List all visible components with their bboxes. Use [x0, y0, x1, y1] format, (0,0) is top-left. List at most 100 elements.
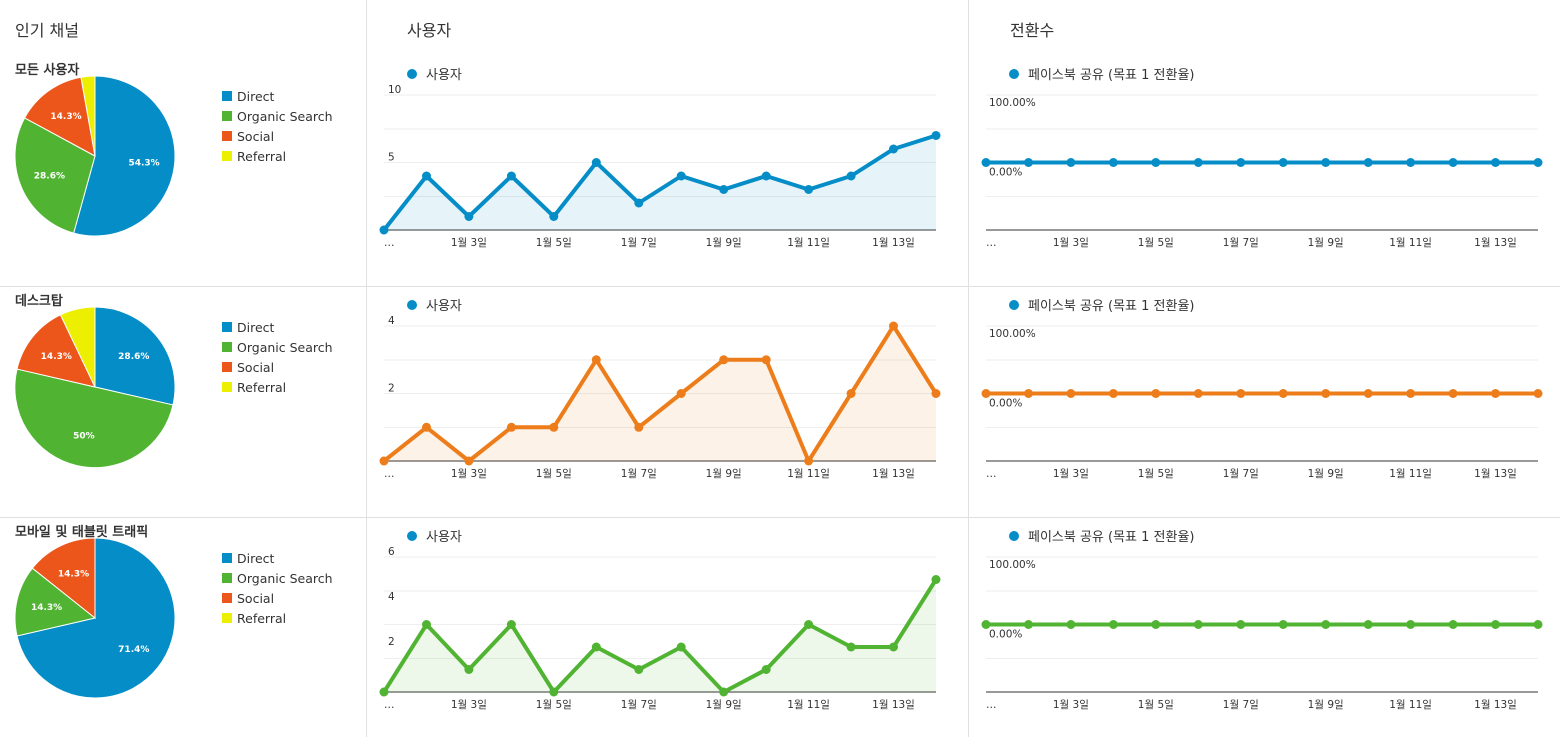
data-point[interactable] [1321, 620, 1331, 629]
data-point[interactable] [981, 389, 991, 398]
users-series-legend[interactable]: 사용자 [407, 64, 462, 83]
pie-slice[interactable] [16, 537, 176, 699]
data-point[interactable] [422, 171, 431, 181]
data-point[interactable] [379, 225, 389, 235]
data-point[interactable] [846, 389, 856, 398]
data-point[interactable] [1491, 389, 1500, 398]
data-point[interactable] [1193, 158, 1203, 167]
data-point[interactable] [1151, 620, 1161, 629]
data-point[interactable] [1236, 158, 1246, 167]
data-point[interactable] [761, 171, 771, 181]
data-point[interactable] [1533, 389, 1543, 398]
pie-chart-desktop[interactable]: 28.6% 50% 14.3% [13, 305, 177, 469]
legend-item-referral[interactable]: Referral [222, 608, 333, 628]
data-point[interactable] [1321, 389, 1331, 398]
legend-item-organic-search[interactable]: Organic Search [222, 337, 333, 357]
data-point[interactable] [761, 355, 771, 365]
pie-slice[interactable] [31, 537, 96, 620]
data-point[interactable] [981, 158, 991, 167]
data-point[interactable] [422, 422, 431, 432]
data-point[interactable] [676, 171, 686, 181]
data-point[interactable] [591, 642, 601, 652]
data-point[interactable] [549, 422, 559, 432]
data-point[interactable] [931, 389, 941, 398]
data-point[interactable] [464, 456, 474, 466]
data-point[interactable] [1066, 620, 1076, 629]
data-point[interactable] [1448, 389, 1458, 398]
data-point[interactable] [1151, 158, 1161, 167]
data-point[interactable] [1278, 389, 1288, 398]
data-point[interactable] [1533, 158, 1543, 167]
pie-slice[interactable] [94, 306, 176, 406]
pie-chart-mobile-tablet[interactable]: 71.4% 14.3% 14.3% [13, 536, 177, 700]
data-point[interactable] [1491, 620, 1500, 629]
data-point[interactable] [1108, 620, 1118, 629]
data-point[interactable] [676, 642, 686, 652]
pie-slice[interactable] [23, 76, 96, 157]
data-point[interactable] [719, 687, 729, 697]
legend-item-social[interactable]: Social [222, 126, 333, 146]
users-series-legend[interactable]: 사용자 [407, 295, 462, 314]
data-point[interactable] [1066, 158, 1076, 167]
data-point[interactable] [1108, 389, 1118, 398]
data-point[interactable] [676, 389, 686, 398]
data-point[interactable] [1491, 158, 1500, 167]
data-point[interactable] [1406, 158, 1416, 167]
users-line-chart-desktop[interactable]: 2 4 … 1월 3일 1월 5일 1월 7일 1월 9일 1월 11일 1월 13일 [366, 315, 956, 484]
data-point[interactable] [846, 642, 856, 652]
pie-slice[interactable] [16, 314, 96, 388]
data-point[interactable] [1278, 158, 1288, 167]
pie-chart-all-users[interactable]: 54.3% 28.6% 14.3% [13, 74, 177, 238]
conversions-series-legend[interactable]: 페이스북 공유 (목표 1 전환율) [1009, 526, 1195, 545]
data-point[interactable] [549, 212, 559, 221]
data-point[interactable] [931, 131, 941, 140]
data-point[interactable] [506, 422, 516, 432]
data-point[interactable] [1108, 158, 1118, 167]
legend-item-organic-search[interactable]: Organic Search [222, 106, 333, 126]
data-point[interactable] [634, 665, 644, 674]
data-point[interactable] [761, 665, 771, 674]
data-point[interactable] [1024, 389, 1033, 398]
legend-item-direct[interactable]: Direct [222, 317, 333, 337]
pie-slice[interactable] [14, 567, 97, 637]
legend-item-referral[interactable]: Referral [222, 377, 333, 397]
data-point[interactable] [506, 620, 516, 629]
data-point[interactable] [804, 456, 814, 466]
legend-item-referral[interactable]: Referral [222, 146, 333, 166]
data-point[interactable] [634, 422, 644, 432]
data-point[interactable] [889, 642, 898, 652]
data-point[interactable] [1193, 620, 1203, 629]
data-point[interactable] [506, 171, 516, 181]
data-point[interactable] [719, 355, 729, 365]
data-point[interactable] [1151, 389, 1161, 398]
data-point[interactable] [422, 620, 431, 629]
data-point[interactable] [379, 687, 389, 697]
data-point[interactable] [1448, 158, 1458, 167]
conversions-series-legend[interactable]: 페이스북 공유 (목표 1 전환율) [1009, 295, 1195, 314]
users-line-chart-all-users[interactable]: 5 10 … 1월 3일 1월 5일 1월 7일 1월 9일 1월 11일 1월 13일 [366, 84, 956, 253]
data-point[interactable] [1236, 620, 1246, 629]
legend-item-organic-search[interactable]: Organic Search [222, 568, 333, 588]
data-point[interactable] [1066, 389, 1076, 398]
data-point[interactable] [1193, 389, 1203, 398]
legend-item-social[interactable]: Social [222, 588, 333, 608]
data-point[interactable] [1448, 620, 1458, 629]
data-point[interactable] [804, 620, 814, 629]
legend-item-social[interactable]: Social [222, 357, 333, 377]
pie-slice[interactable] [14, 117, 96, 234]
data-point[interactable] [379, 456, 389, 466]
conversions-series-legend[interactable]: 페이스북 공유 (목표 1 전환율) [1009, 64, 1195, 83]
data-point[interactable] [464, 212, 474, 221]
data-point[interactable] [1321, 158, 1331, 167]
pie-slice[interactable] [59, 306, 96, 388]
data-point[interactable] [464, 665, 474, 674]
data-point[interactable] [1236, 389, 1246, 398]
pie-slice[interactable] [80, 75, 96, 157]
data-point[interactable] [931, 575, 941, 584]
data-point[interactable] [1406, 620, 1416, 629]
data-point[interactable] [889, 321, 898, 331]
data-point[interactable] [634, 198, 644, 208]
data-point[interactable] [804, 185, 814, 194]
conversions-line-chart-mobile-tablet[interactable]: 0.00% 100.00% … 1월 3일 1월 5일 1월 7일 1월 9일 1월 11일 1… [968, 550, 1558, 715]
data-point[interactable] [1363, 389, 1373, 398]
